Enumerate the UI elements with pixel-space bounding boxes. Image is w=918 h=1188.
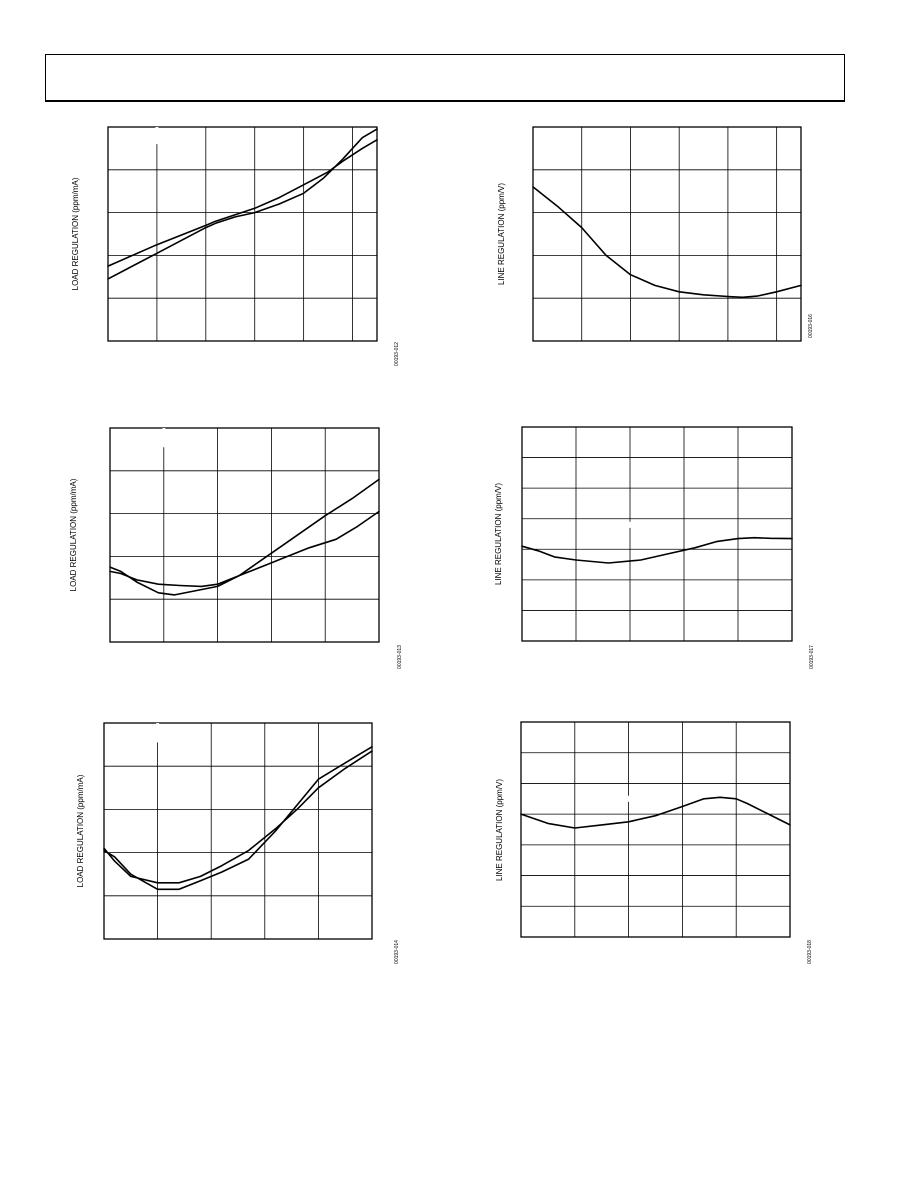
chart-line-regulation-2: LINE REGULATION (ppm/V) 00193-017 bbox=[494, 426, 815, 669]
figure-code: 00193-018 bbox=[807, 940, 813, 964]
chart-load-regulation-3: LOAD REGULATION (ppm/mA) 00193-014 bbox=[76, 722, 400, 964]
figure-code: 00193-014 bbox=[394, 940, 400, 964]
chart-load-regulation-2: LOAD REGULATION (ppm/mA) 00193-013 bbox=[69, 427, 403, 669]
y-axis-label: LOAD REGULATION (ppm/mA) bbox=[71, 177, 80, 290]
figure-code: 00193-016 bbox=[808, 314, 814, 338]
series-line-2 bbox=[103, 746, 373, 891]
chart-line-regulation-1: LINE REGULATION (ppm/V) 00193-016 bbox=[497, 126, 814, 342]
series-line-1 bbox=[107, 128, 378, 280]
chart-load-regulation-1: LOAD REGULATION (ppm/mA) 00193-012 bbox=[71, 126, 400, 366]
series-line-2 bbox=[107, 139, 378, 267]
plot-frame bbox=[521, 426, 793, 642]
plot-frame bbox=[103, 722, 373, 940]
y-axis-label: LINE REGULATION (ppm/V) bbox=[494, 483, 503, 585]
series-line-1 bbox=[520, 796, 791, 829]
series-line-1 bbox=[109, 478, 380, 596]
series-line-2 bbox=[109, 510, 380, 588]
plot-frame bbox=[532, 126, 802, 342]
y-axis-label: LOAD REGULATION (ppm/mA) bbox=[76, 774, 85, 887]
figure-code: 00193-012 bbox=[394, 342, 400, 366]
figure-code: 00193-017 bbox=[809, 645, 815, 669]
chart-line-regulation-3: LINE REGULATION (ppm/V) 00193-018 bbox=[495, 721, 813, 964]
figure-code: 00193-013 bbox=[397, 645, 403, 669]
page-header-box bbox=[45, 54, 845, 102]
y-axis-label: LINE REGULATION (ppm/V) bbox=[495, 779, 504, 881]
y-axis-label: LOAD REGULATION (ppm/mA) bbox=[69, 478, 78, 591]
series-line-1 bbox=[521, 536, 793, 564]
plot-frame bbox=[520, 721, 791, 938]
plot-frame bbox=[107, 126, 378, 342]
series-line-1 bbox=[532, 186, 802, 299]
y-axis-label: LINE REGULATION (ppm/V) bbox=[497, 183, 506, 285]
plot-frame bbox=[109, 427, 380, 643]
series-line-1 bbox=[103, 750, 373, 884]
